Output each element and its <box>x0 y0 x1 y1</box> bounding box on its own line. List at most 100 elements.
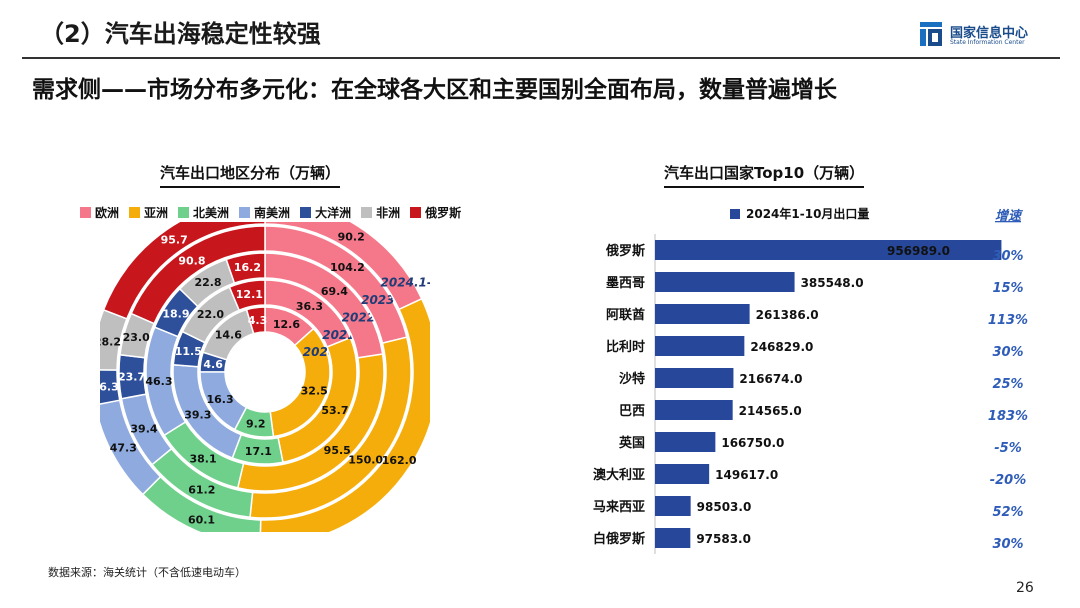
donut-segment-1-6 <box>228 279 266 312</box>
growth-value-8: 52% <box>992 505 1023 520</box>
donut-value-label-0-5: 14.6 <box>215 328 242 341</box>
logo-english-name: State Information Center <box>950 39 1025 46</box>
bar-category-label-8: 马来西亚 <box>593 499 645 515</box>
bar-2 <box>655 304 750 324</box>
growth-value-5: 183% <box>988 409 1028 424</box>
donut-segment-4-6 <box>102 222 266 320</box>
bar-category-label-5: 巴西 <box>619 404 645 419</box>
bar-value-label-4: 216674.0 <box>739 372 802 386</box>
bar-value-label-0: 956989.0 <box>887 244 950 258</box>
bar-category-label-9: 白俄罗斯 <box>593 531 645 547</box>
bar-5 <box>655 400 733 420</box>
growth-value-6: -5% <box>994 441 1021 456</box>
growth-value-1: 15% <box>992 281 1023 296</box>
growth-value-0: 30% <box>992 249 1023 264</box>
bar-category-label-4: 沙特 <box>619 371 645 387</box>
donut-value-label-2-0: 69.4 <box>321 285 348 298</box>
bar-category-label-2: 阿联酋 <box>606 307 645 323</box>
donut-value-label-4-6: 95.7 <box>161 234 188 247</box>
donut-value-label-0-4: 4.6 <box>203 358 223 371</box>
country-chart-title: 汽车出口国家Top10（万辆） <box>664 162 865 188</box>
legend-label-4: 大洋洲 <box>315 206 352 220</box>
legend-label-5: 非洲 <box>376 206 401 220</box>
bar-value-label-7: 149617.0 <box>715 468 778 482</box>
donut-value-label-0-1: 32.5 <box>301 384 328 397</box>
donut-value-label-0-6: 4.3 <box>248 314 268 327</box>
donut-value-label-2-2: 38.1 <box>189 453 216 466</box>
legend-label-2: 北美洲 <box>193 206 230 220</box>
donut-value-label-2-4: 18.9 <box>162 308 189 321</box>
legend-label-6: 俄罗斯 <box>425 206 462 220</box>
bar-value-label-6: 166750.0 <box>721 436 784 450</box>
donut-segment-3-6 <box>130 225 266 325</box>
bar-8 <box>655 496 691 516</box>
region-donut-chart: 12.632.59.216.34.614.64.32020Y36.353.717… <box>100 222 430 532</box>
bar-value-label-9: 97583.0 <box>696 532 751 546</box>
page-number: 26 <box>1016 580 1034 596</box>
bar-9 <box>655 528 691 548</box>
legend-label-3: 南美洲 <box>254 206 291 220</box>
donut-value-label-1-5: 22.0 <box>197 308 224 321</box>
donut-value-label-3-2: 61.2 <box>188 484 215 497</box>
legend-label-0: 欧洲 <box>95 206 120 220</box>
legend-swatch-0 <box>80 207 91 218</box>
donut-value-label-4-1: 162.0 <box>382 454 417 467</box>
growth-header: 增速 <box>995 208 1024 224</box>
donut-value-label-3-1: 150.0 <box>348 454 383 467</box>
donut-value-label-4-5: 28.2 <box>100 336 121 349</box>
donut-value-label-1-2: 17.1 <box>245 445 272 458</box>
donut-ring-label-4: 2024.1-10 <box>381 275 430 289</box>
bar-value-label-5: 214565.0 <box>739 404 802 418</box>
legend-swatch-6 <box>410 207 422 218</box>
donut-value-label-1-1: 53.7 <box>321 404 348 417</box>
bar-category-label-7: 澳大利亚 <box>593 467 645 483</box>
donut-value-label-3-6: 90.8 <box>178 254 205 267</box>
bar-category-label-0: 俄罗斯 <box>605 243 645 259</box>
logo-mark-icon <box>920 22 942 46</box>
donut-value-label-3-0: 104.2 <box>330 261 365 274</box>
donut-segment-2-6 <box>225 252 266 285</box>
section-title: （2）汽车出海稳定性较强 <box>40 20 321 48</box>
growth-value-3: 30% <box>992 345 1023 360</box>
donut-value-label-0-2: 9.2 <box>246 418 266 431</box>
growth-value-2: 113% <box>988 313 1028 328</box>
growth-value-4: 25% <box>992 377 1023 392</box>
donut-value-label-0-3: 16.3 <box>206 393 233 406</box>
legend-item-0: 欧洲 <box>80 204 119 221</box>
donut-value-label-2-5: 22.8 <box>194 276 221 289</box>
legend-swatch-2 <box>178 207 190 218</box>
donut-value-label-1-0: 36.3 <box>296 300 323 313</box>
donut-value-label-3-5: 23.0 <box>123 331 150 344</box>
slide-headline: 需求侧——市场分布多元化：在全球各大区和主要国别全面布局，数量普遍增长 <box>32 77 837 103</box>
bar-legend-label: 2024年1-10月出口量 <box>746 206 869 221</box>
bar-7 <box>655 464 710 484</box>
legend-swatch-5 <box>361 207 373 218</box>
legend-item-1: 亚洲 <box>129 204 168 221</box>
donut-value-label-2-3: 46.3 <box>145 375 172 388</box>
bar-1 <box>655 272 795 292</box>
bar-value-label-2: 261386.0 <box>756 308 819 322</box>
donut-value-label-0-0: 12.6 <box>273 318 300 331</box>
donut-value-label-1-4: 11.5 <box>175 345 202 358</box>
donut-segment-4-1 <box>259 297 430 532</box>
legend-swatch-3 <box>239 207 251 218</box>
growth-value-7: -20% <box>990 473 1027 488</box>
donut-value-label-3-3: 39.4 <box>130 422 157 435</box>
legend-item-2: 北美洲 <box>178 204 229 221</box>
bar-category-label-6: 英国 <box>618 435 645 451</box>
donut-segment-0-6 <box>245 306 266 335</box>
legend-item-3: 南美洲 <box>239 204 290 221</box>
bar-3 <box>655 336 745 356</box>
bar-0 <box>655 240 1002 260</box>
legend-item-4: 大洋洲 <box>300 204 351 221</box>
legend-item-5: 非洲 <box>361 204 400 221</box>
bar-6 <box>655 432 716 452</box>
bar-legend-swatch <box>730 209 740 219</box>
region-legend: 欧洲 亚洲 北美洲 南美洲 大洋洲 非洲 俄罗斯 <box>80 204 461 221</box>
donut-value-label-4-4: 16.3 <box>100 380 119 393</box>
bar-value-label-8: 98503.0 <box>697 500 752 514</box>
bar-category-label-3: 比利时 <box>606 339 645 355</box>
bar-4 <box>655 368 734 388</box>
legend-swatch-1 <box>129 207 141 218</box>
